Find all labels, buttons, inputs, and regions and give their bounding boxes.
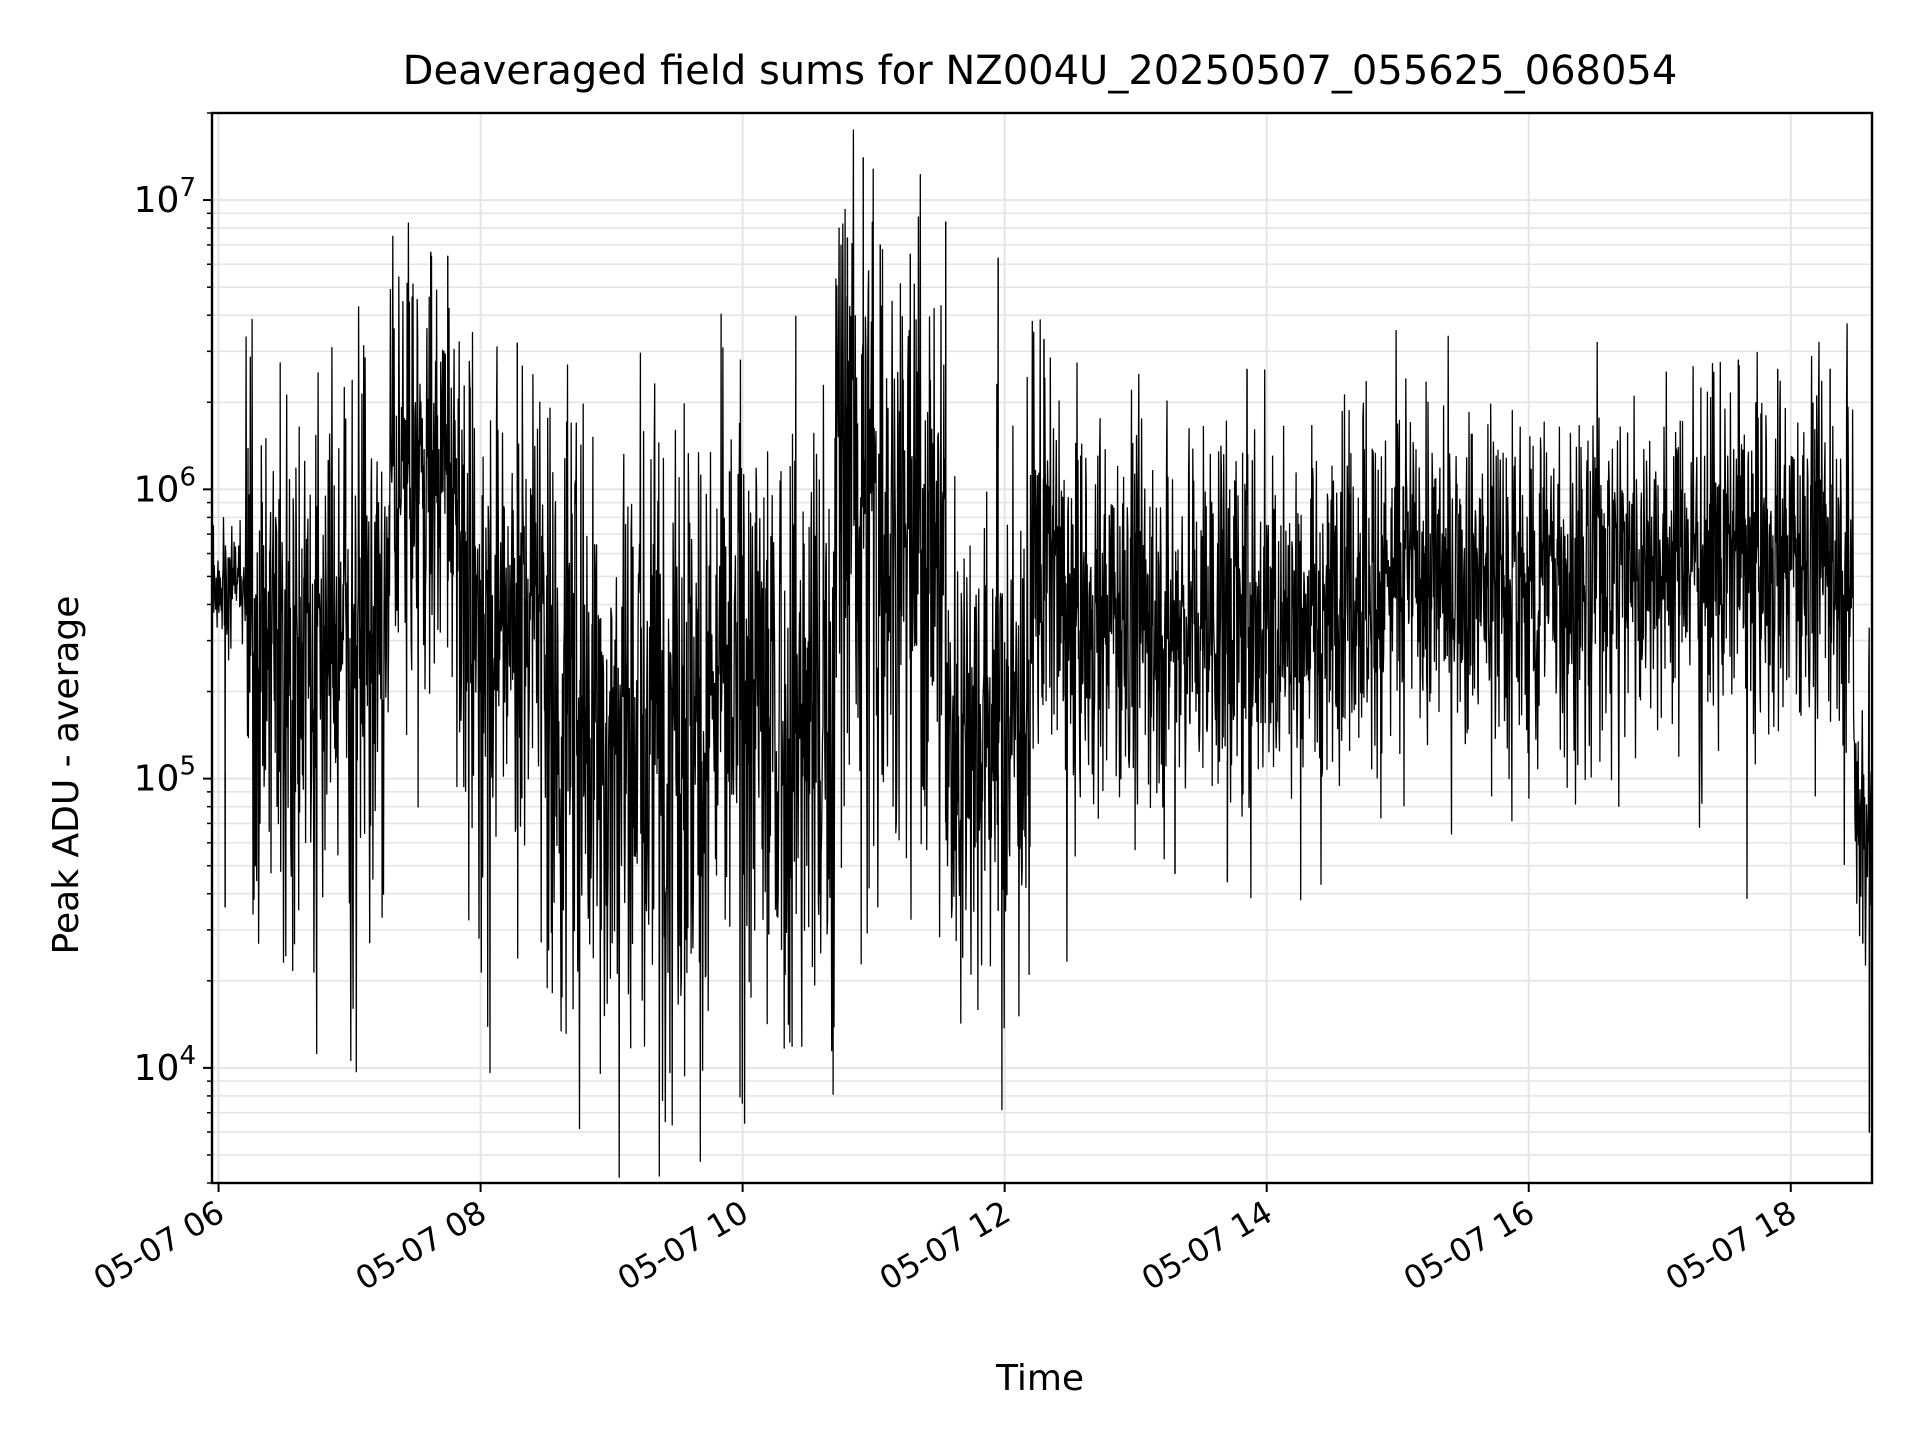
axes-frame	[210, 111, 1874, 1185]
series-line	[211, 129, 1873, 1178]
chart-title: Deaveraged field sums for NZ004U_2025050…	[403, 48, 1678, 94]
plot-area	[211, 129, 1873, 1178]
y-tick-label: 106	[134, 462, 196, 510]
y-tick-label: 107	[134, 173, 196, 221]
y-axis-label: Peak ADU - average	[46, 596, 87, 955]
y-tick-label: 104	[134, 1041, 196, 1089]
x-axis-label: Time	[995, 1358, 1084, 1399]
y-tick-label: 105	[134, 752, 196, 800]
